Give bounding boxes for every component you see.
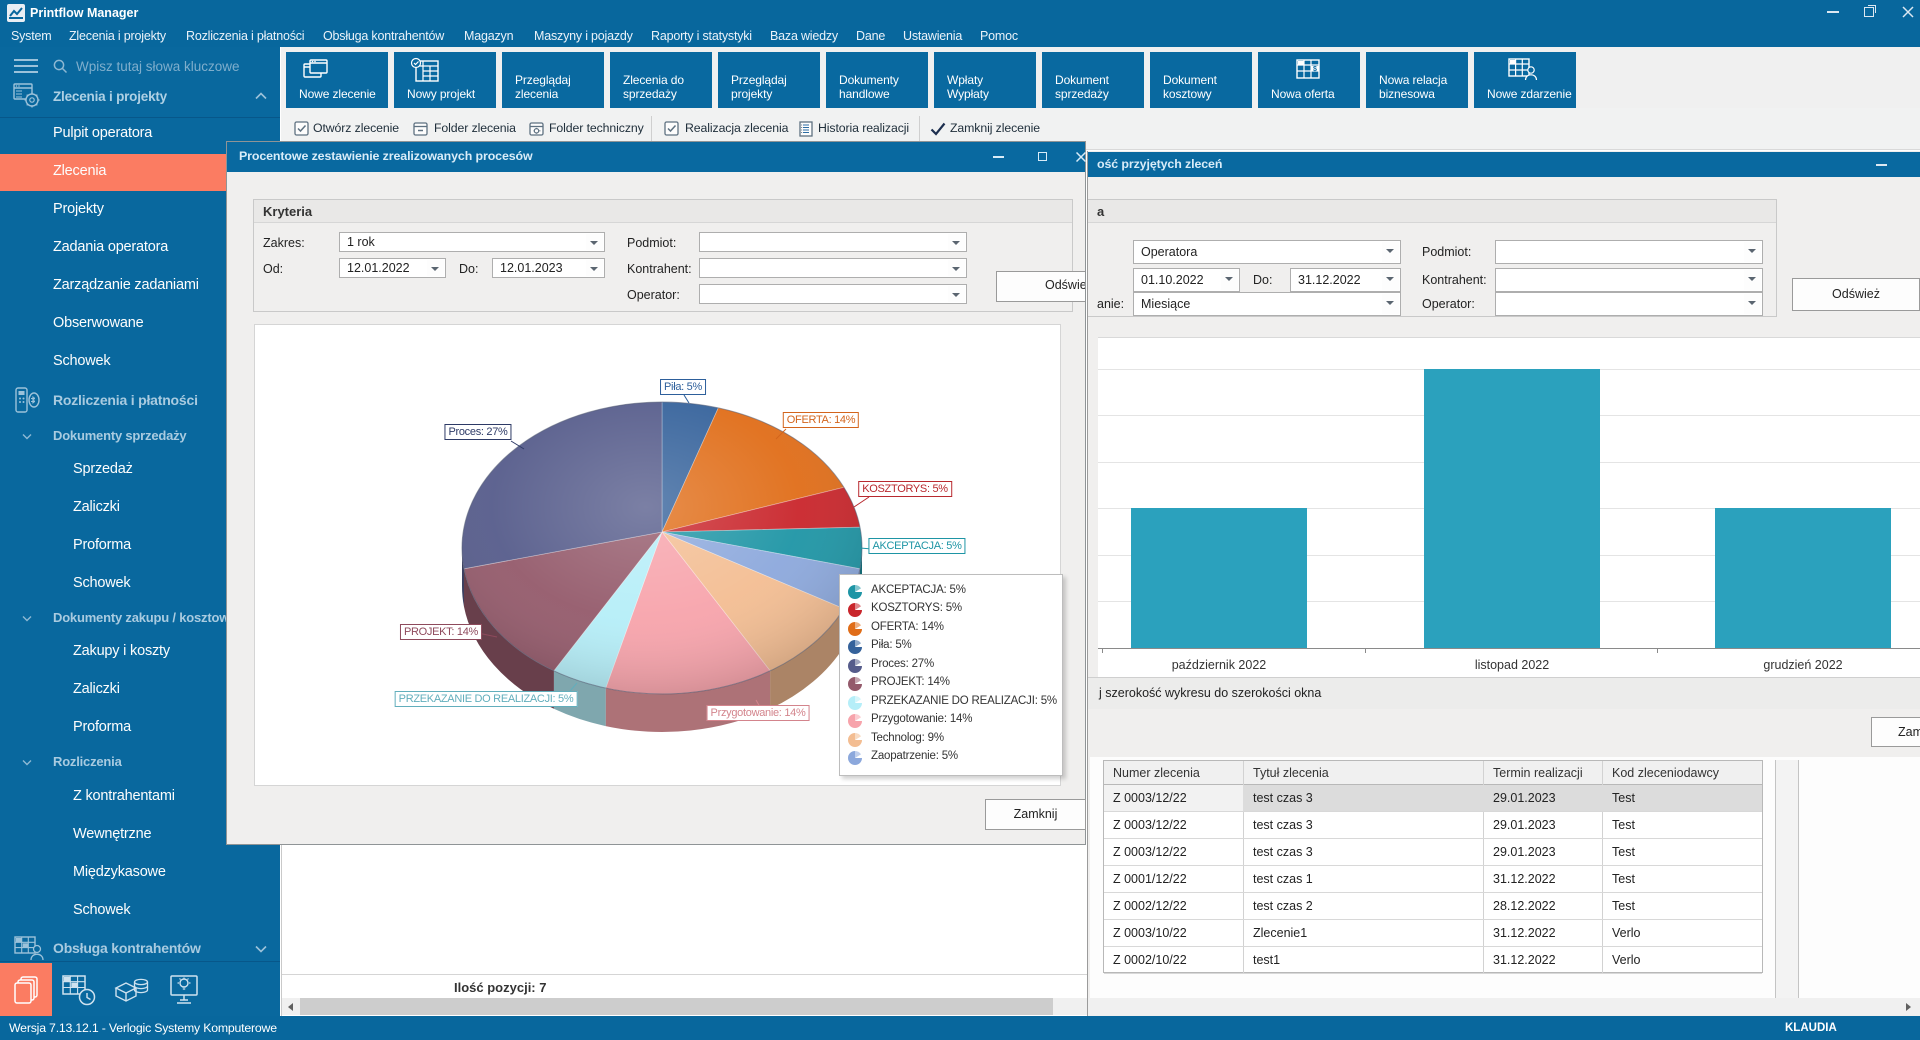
svg-text:$: $	[1313, 66, 1317, 73]
